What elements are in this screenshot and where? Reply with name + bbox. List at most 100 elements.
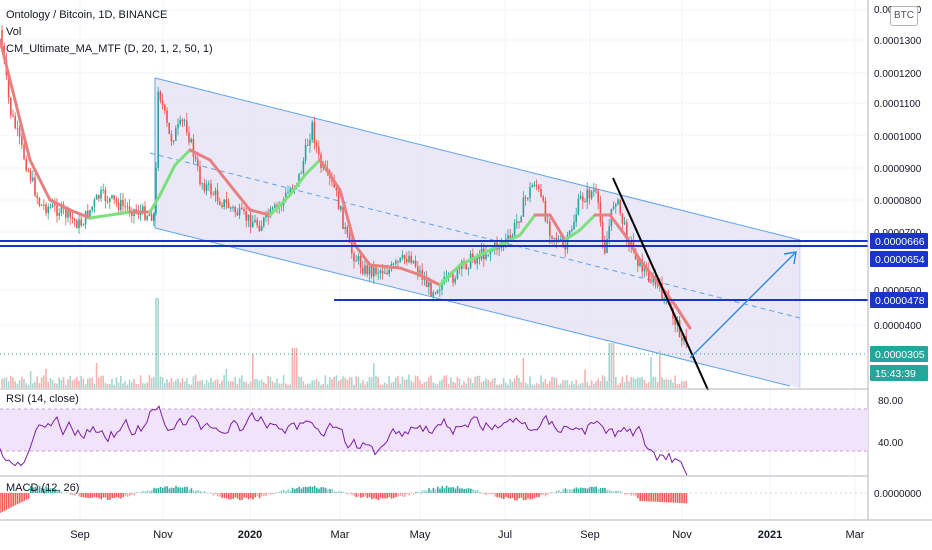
volume-bar xyxy=(483,381,485,388)
macd-bar xyxy=(67,492,69,494)
volume-bar xyxy=(135,383,137,388)
macd-bar xyxy=(234,493,237,498)
volume-bar xyxy=(172,381,175,388)
price-tick: 0.0001000 xyxy=(874,132,922,143)
macd-bar xyxy=(428,488,430,493)
candle-body xyxy=(43,204,45,206)
volume-bar xyxy=(353,384,355,388)
macd-bar xyxy=(395,493,397,498)
volume-bar xyxy=(661,377,663,388)
volume-bar xyxy=(194,374,197,388)
macd-bar xyxy=(516,493,518,501)
macd-bar xyxy=(89,493,91,499)
volume-bar xyxy=(183,381,186,388)
candle-body xyxy=(366,265,368,275)
candle-body xyxy=(212,194,214,196)
volume-bar xyxy=(463,381,465,388)
macd-bar xyxy=(346,493,349,495)
macd-bar xyxy=(109,493,111,500)
macd-bar xyxy=(509,493,512,499)
ma-segment xyxy=(28,158,52,202)
macd-bar xyxy=(628,493,630,495)
volume-bar xyxy=(144,383,146,388)
candle-body xyxy=(436,290,439,294)
candle-body xyxy=(674,318,676,325)
macd-bar xyxy=(164,486,166,493)
macd-bar xyxy=(445,485,448,493)
macd-bar xyxy=(511,493,514,498)
candle-body xyxy=(337,190,340,210)
macd-bar xyxy=(632,493,635,496)
macd-bar xyxy=(98,493,100,499)
candle-body xyxy=(69,209,71,217)
volume-bar xyxy=(377,377,379,388)
price-badge-bg xyxy=(870,346,928,362)
volume-bar xyxy=(43,375,45,388)
candle-body xyxy=(181,119,184,122)
macd-bar xyxy=(496,493,498,498)
candle-body xyxy=(313,122,316,143)
volume-bar xyxy=(461,384,463,388)
volume-bar xyxy=(467,377,470,388)
volume-bar xyxy=(621,376,624,388)
candle-body xyxy=(135,209,137,212)
volume-bar xyxy=(472,383,474,388)
candle-body xyxy=(467,268,470,270)
volume-bar xyxy=(373,363,375,388)
macd-bar xyxy=(8,493,10,509)
candle-body xyxy=(252,222,254,228)
time-label: Jul xyxy=(498,529,512,541)
macd-bar xyxy=(525,493,527,500)
candle-body xyxy=(399,257,401,262)
volume-bar xyxy=(296,348,298,388)
volume-bar xyxy=(91,377,93,388)
volume-bar xyxy=(208,382,210,388)
volume-bar xyxy=(16,383,19,388)
volume-bar xyxy=(399,384,401,388)
macd-bar xyxy=(155,488,157,493)
macd-bar xyxy=(577,488,580,493)
volume-bar xyxy=(21,376,23,388)
volume-bar xyxy=(102,375,104,388)
candle-body xyxy=(641,259,643,272)
candle-body xyxy=(553,238,555,240)
candle-body xyxy=(564,245,566,250)
candle-body xyxy=(513,223,516,236)
candle-body xyxy=(489,250,492,255)
macd-bar xyxy=(320,487,322,493)
macd-bar xyxy=(670,493,672,503)
volume-bar xyxy=(386,384,388,388)
volume-bar xyxy=(168,382,170,388)
candle-body xyxy=(590,191,593,199)
volume-bar xyxy=(137,384,140,388)
volume-bar xyxy=(128,379,131,388)
candle-body xyxy=(406,259,408,263)
volume-bar xyxy=(320,384,322,388)
candle-body xyxy=(355,260,357,262)
volume-bar xyxy=(186,378,188,388)
volume-bar xyxy=(269,377,272,388)
volume-bar xyxy=(236,383,239,388)
candle-body xyxy=(333,181,335,188)
volume-bar xyxy=(491,378,494,388)
volume-bar xyxy=(566,379,569,388)
candle-body xyxy=(65,208,67,218)
candle-body xyxy=(529,187,531,198)
candle-body xyxy=(661,282,663,300)
candle-body xyxy=(194,156,197,160)
macd-bar xyxy=(309,486,311,493)
macd-bar xyxy=(76,493,78,494)
macd-bar xyxy=(269,493,272,495)
candle-body xyxy=(243,208,245,212)
macd-bar xyxy=(529,493,531,500)
candle-body xyxy=(593,189,595,192)
candle-body xyxy=(562,238,564,246)
volume-bar xyxy=(146,382,148,388)
candle-body xyxy=(47,206,49,213)
currency-badge[interactable]: BTC xyxy=(890,6,918,26)
macd-bar xyxy=(129,493,131,496)
candle-body xyxy=(456,267,459,279)
macd-bar xyxy=(399,493,402,496)
macd-bar xyxy=(564,488,567,493)
volume-bar xyxy=(397,376,399,388)
